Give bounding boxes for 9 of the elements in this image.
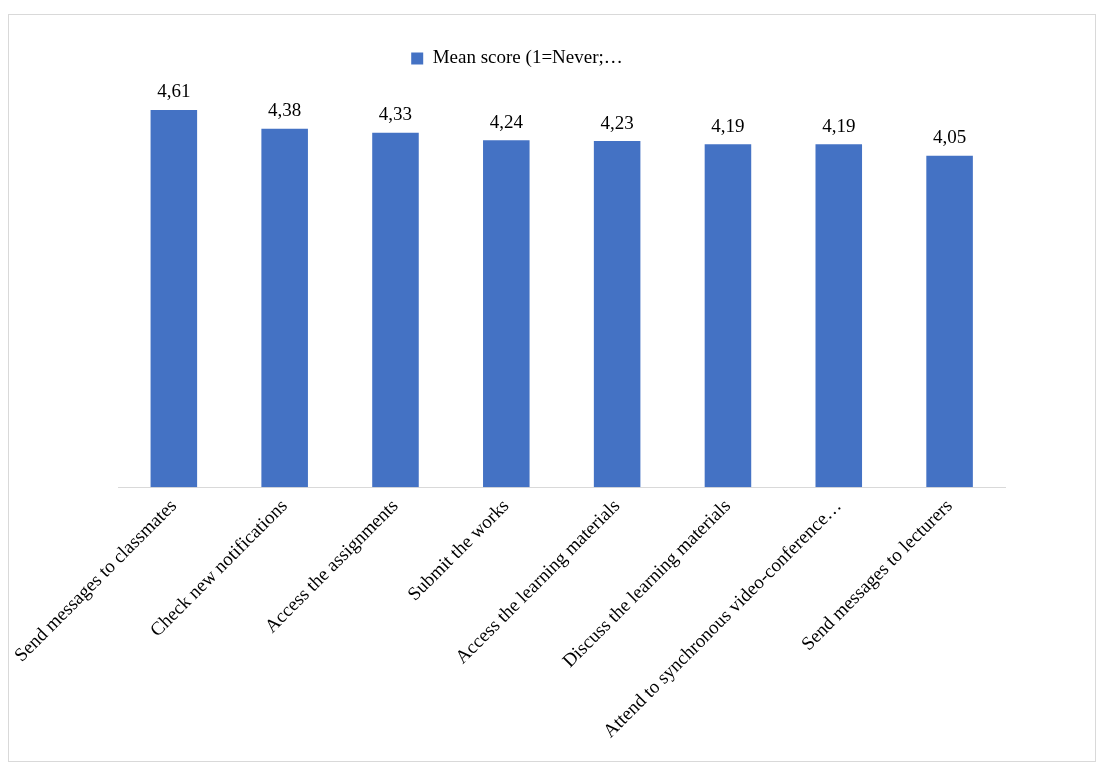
data-label: 4,23	[600, 111, 634, 133]
data-label: 4,19	[822, 114, 856, 136]
legend-label: Mean score (1=Never;…	[432, 46, 623, 69]
data-label: 4,61	[157, 80, 191, 102]
data-label: 4,38	[268, 99, 302, 121]
data-label: 4,33	[378, 103, 413, 125]
data-label: 4,24	[489, 110, 524, 132]
data-label: 4,05	[932, 126, 967, 148]
data-label: 4,19	[711, 114, 745, 136]
